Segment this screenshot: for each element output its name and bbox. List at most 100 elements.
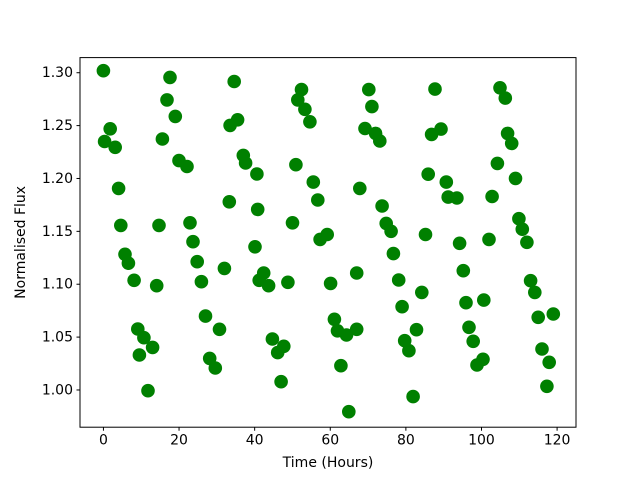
scatter-point [362, 82, 376, 97]
scatter-point [277, 339, 291, 354]
scatter-point [145, 340, 160, 355]
data-points [96, 63, 561, 419]
scatter-point [168, 109, 183, 124]
scatter-point [289, 157, 303, 172]
scatter-point [466, 334, 481, 349]
y-tick-label: 1.00 [42, 382, 73, 398]
scatter-point [294, 82, 309, 97]
y-axis-ticks: 1.00 1.05 1.10 1.15 1.20 1.25 1.30 [42, 65, 80, 398]
scatter-point [508, 171, 523, 186]
scatter-point [349, 266, 364, 280]
scatter-point [342, 404, 356, 419]
scatter-point [194, 274, 209, 289]
y-tick-label: 1.10 [42, 277, 73, 293]
scatter-point [97, 134, 112, 149]
scatter-point [428, 82, 442, 96]
plot-area-border [79, 57, 577, 428]
scatter-point [334, 358, 348, 373]
scatter-point [323, 276, 338, 291]
scatter-point [542, 355, 556, 370]
scatter-point [114, 218, 128, 233]
x-axis-ticks: 0 20 40 60 80 100 120 [99, 427, 570, 449]
scatter-point [250, 202, 265, 217]
scatter-point [183, 216, 197, 230]
scatter-point [415, 285, 429, 300]
scatter-point [459, 295, 473, 310]
scatter-point [217, 261, 232, 276]
scatter-point [402, 343, 416, 358]
scatter-point [190, 254, 204, 269]
scatter-point [493, 81, 507, 95]
scatter-point [137, 330, 151, 345]
scatter-point [535, 342, 549, 356]
scatter-point [365, 99, 379, 114]
scatter-point [163, 70, 177, 85]
scatter-point [540, 379, 554, 394]
scatter-point [353, 181, 367, 196]
x-tick-label: 0 [99, 433, 108, 449]
scatter-point [256, 266, 271, 280]
scatter-point [375, 199, 389, 213]
y-tick-label: 1.25 [42, 118, 73, 134]
scatter-point [108, 140, 122, 155]
scatter-point [291, 93, 305, 107]
scatter-point [409, 322, 424, 337]
scatter-point [504, 136, 519, 151]
x-tick-label: 20 [170, 433, 188, 449]
y-tick-label: 1.15 [42, 224, 73, 240]
x-tick-label: 60 [321, 433, 339, 449]
scatter-point [395, 299, 409, 314]
scatter-point [450, 191, 464, 205]
scatter-point [434, 122, 448, 136]
scatter-point [386, 246, 401, 261]
y-axis-title: Normalised Flux [13, 186, 29, 299]
scatter-point [103, 122, 117, 136]
y-tick-label: 1.05 [42, 330, 73, 346]
scatter-point [227, 74, 241, 89]
scatter-point [303, 115, 317, 129]
x-tick-label: 120 [544, 433, 571, 449]
x-axis-title: Time (Hours) [282, 455, 374, 471]
scatter-point [298, 102, 312, 117]
scatter-point [482, 232, 496, 247]
scatter-point [523, 273, 538, 288]
scatter-point [281, 275, 295, 290]
scatter-point [261, 278, 276, 293]
scatter-point [238, 156, 253, 170]
scatter-point [111, 181, 126, 196]
scatter-point [222, 195, 237, 209]
y-tick-label: 1.30 [42, 65, 73, 81]
scatter-point [512, 211, 526, 226]
scatter-point [141, 383, 155, 398]
y-tick-label: 1.20 [42, 171, 73, 187]
scatter-point [358, 121, 372, 136]
scatter-point [152, 218, 166, 233]
scatter-point [339, 328, 354, 342]
scatter-point [476, 352, 490, 367]
scatter-point [121, 256, 136, 271]
scatter-point [306, 175, 321, 189]
scatter-point [485, 189, 499, 204]
scatter-point [452, 236, 467, 251]
scatter-point [132, 348, 147, 362]
scatter-point [373, 134, 387, 148]
scatter-point [327, 312, 342, 327]
scatter-point [477, 293, 491, 307]
x-tick-label: 40 [246, 433, 264, 449]
scatter-point [274, 374, 288, 389]
scatter-point [250, 167, 264, 181]
scatter-point [520, 235, 534, 250]
x-tick-label: 80 [397, 433, 415, 449]
scatter-point [127, 273, 141, 288]
scatter-point [149, 278, 164, 293]
scatter-point [320, 227, 335, 242]
scatter-point [208, 361, 223, 375]
scatter-point [198, 309, 213, 323]
scatter-point [421, 167, 436, 181]
scatter-point [96, 63, 111, 78]
scatter-point [490, 156, 505, 171]
scatter-point [265, 332, 280, 346]
scatter-point [160, 93, 174, 107]
